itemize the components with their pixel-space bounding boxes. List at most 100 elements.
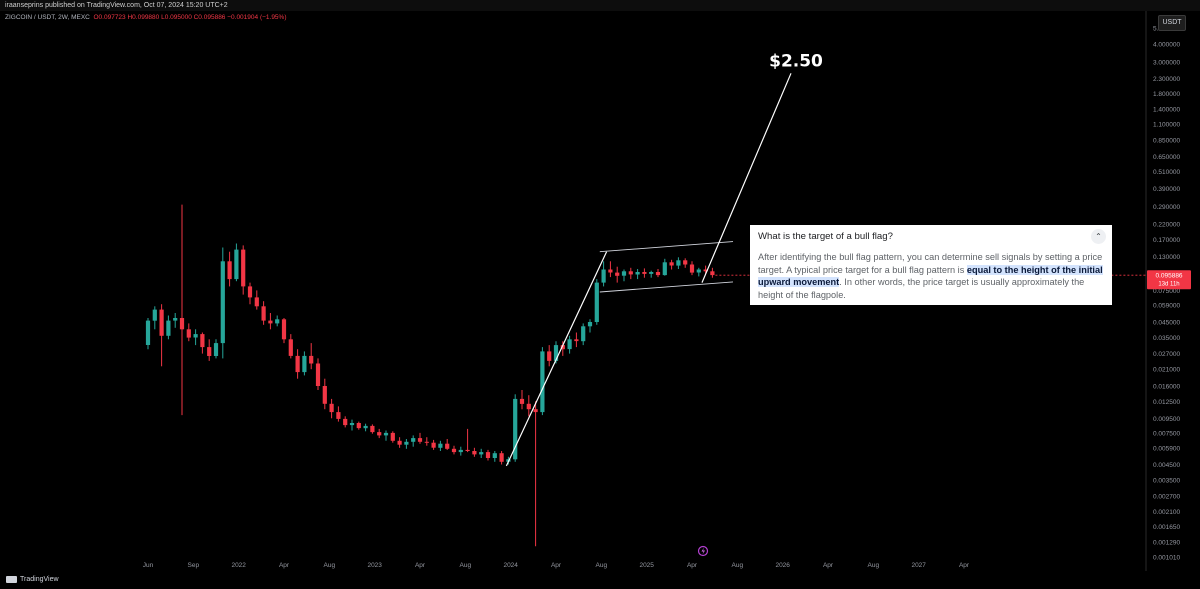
candle-body xyxy=(302,355,307,373)
price-tick-label: 0.002100 xyxy=(1153,509,1180,516)
flagpole-line xyxy=(505,251,608,467)
candle-body xyxy=(383,432,389,436)
candle-body xyxy=(669,262,674,266)
price-tick-label: 0.035000 xyxy=(1153,335,1180,342)
candle-body xyxy=(261,306,266,321)
last-price-countdown: 13d 11h xyxy=(1158,282,1179,288)
candle-body xyxy=(689,264,695,273)
time-tick-label: 2026 xyxy=(775,562,790,569)
candle-body xyxy=(207,347,212,356)
candle-body xyxy=(601,269,606,283)
footer-bar xyxy=(0,571,1200,589)
price-tick-label: 0.650000 xyxy=(1153,154,1180,161)
candle-body xyxy=(655,272,661,276)
price-tick-label: 1.800000 xyxy=(1153,91,1180,98)
price-tick-label: 0.009500 xyxy=(1153,416,1180,423)
time-tick-label: Aug xyxy=(868,562,880,569)
candle-body xyxy=(377,432,382,436)
time-tick-label: Aug xyxy=(596,562,608,569)
flag-channel-lower xyxy=(599,281,734,293)
price-tick-label: 1.400000 xyxy=(1153,107,1180,114)
time-tick-label: Aug xyxy=(732,562,744,569)
candle-body xyxy=(200,334,205,348)
candle-body xyxy=(540,351,545,413)
candle-body xyxy=(247,286,253,298)
target-projection-line xyxy=(701,73,792,283)
time-tick-label: Apr xyxy=(415,562,426,569)
price-tick-label: 0.130000 xyxy=(1153,254,1180,261)
price-tick-label: 0.005900 xyxy=(1153,445,1180,452)
bull-flag-tooltip: What is the target of a bull flag? ⌃ Aft… xyxy=(750,225,1112,305)
candle-body xyxy=(560,345,565,350)
price-tick-label: 0.045000 xyxy=(1153,320,1180,327)
candle-body xyxy=(642,272,647,274)
candle-body xyxy=(173,318,178,321)
price-tick-label: 0.001290 xyxy=(1153,539,1180,546)
candle-body xyxy=(533,409,538,413)
candle-body xyxy=(438,443,443,448)
price-tick-label: 0.027000 xyxy=(1153,351,1180,358)
candle-body xyxy=(166,320,171,336)
candle-body xyxy=(343,418,348,426)
chevron-up-icon[interactable]: ⌃ xyxy=(1091,229,1106,244)
price-tick-label: 0.290000 xyxy=(1153,204,1180,211)
candle-body xyxy=(411,438,416,442)
candle-body xyxy=(587,322,593,327)
price-tick-label: 0.220000 xyxy=(1153,221,1180,228)
candle-body xyxy=(159,309,164,336)
price-tick-label: 2.300000 xyxy=(1153,76,1180,83)
price-tick-label: 0.016000 xyxy=(1153,384,1180,391)
price-tick-label: 0.002700 xyxy=(1153,494,1180,501)
candle-body xyxy=(329,403,334,413)
time-tick-label: Apr xyxy=(279,562,290,569)
candle-body xyxy=(676,260,681,266)
currency-button[interactable]: USDT xyxy=(1158,15,1186,31)
candle-body xyxy=(567,339,572,350)
price-tick-label: 0.004500 xyxy=(1153,462,1180,469)
price-tick-label: 0.850000 xyxy=(1153,138,1180,145)
candle-body xyxy=(220,261,225,344)
candle-body xyxy=(526,403,531,410)
tooltip-body: After identifying the bull flag pattern,… xyxy=(758,251,1106,301)
candle-body xyxy=(499,453,504,462)
candle-body xyxy=(574,339,579,342)
flash-glyph-icon xyxy=(701,547,705,555)
candle-body xyxy=(404,441,409,445)
candle-body xyxy=(281,319,287,340)
price-tick-label: 0.510000 xyxy=(1153,169,1180,176)
ohlc-values: O0.097723 H0.099880 L0.095000 C0.095886 … xyxy=(93,14,287,21)
candle-body xyxy=(390,432,395,441)
time-tick-label: 2025 xyxy=(639,562,654,569)
price-target-label: $2.50 xyxy=(769,51,823,71)
candle-body xyxy=(458,449,463,453)
candle-body xyxy=(649,272,654,274)
tradingview-logo[interactable]: TradingView xyxy=(6,576,59,583)
price-tick-label: 0.170000 xyxy=(1153,237,1180,244)
symbol-legend: ZIGCOIN / USDT, 2W, MEXC O0.097723 H0.09… xyxy=(5,14,287,21)
candle-body xyxy=(615,272,620,276)
candle-body xyxy=(349,423,355,426)
price-scale-background xyxy=(1146,11,1200,571)
time-tick-label: Jun xyxy=(143,562,154,569)
tooltip-body-after: . In other words, the price target is us… xyxy=(758,277,1085,300)
candle-body xyxy=(356,423,361,429)
candle-body xyxy=(445,443,450,449)
candle-body xyxy=(152,309,157,321)
price-tick-label: 0.007500 xyxy=(1153,430,1180,437)
event-flash-icon xyxy=(697,545,709,557)
price-tick-label: 1.100000 xyxy=(1153,122,1180,129)
candle-body xyxy=(275,319,280,324)
candle-body xyxy=(621,271,627,276)
price-tick-label: 0.059000 xyxy=(1153,303,1180,310)
time-tick-label: Apr xyxy=(687,562,698,569)
tradingview-brand: TradingView xyxy=(20,576,59,583)
candle-body xyxy=(703,269,708,272)
candle-body xyxy=(193,334,198,338)
candle-body xyxy=(268,320,273,324)
candle-body xyxy=(431,442,436,448)
price-tick-label: 0.390000 xyxy=(1153,186,1180,193)
candle-body xyxy=(397,440,402,445)
candle-body xyxy=(485,452,491,458)
symbol-name[interactable]: ZIGCOIN / USDT, 2W, MEXC xyxy=(5,14,90,21)
